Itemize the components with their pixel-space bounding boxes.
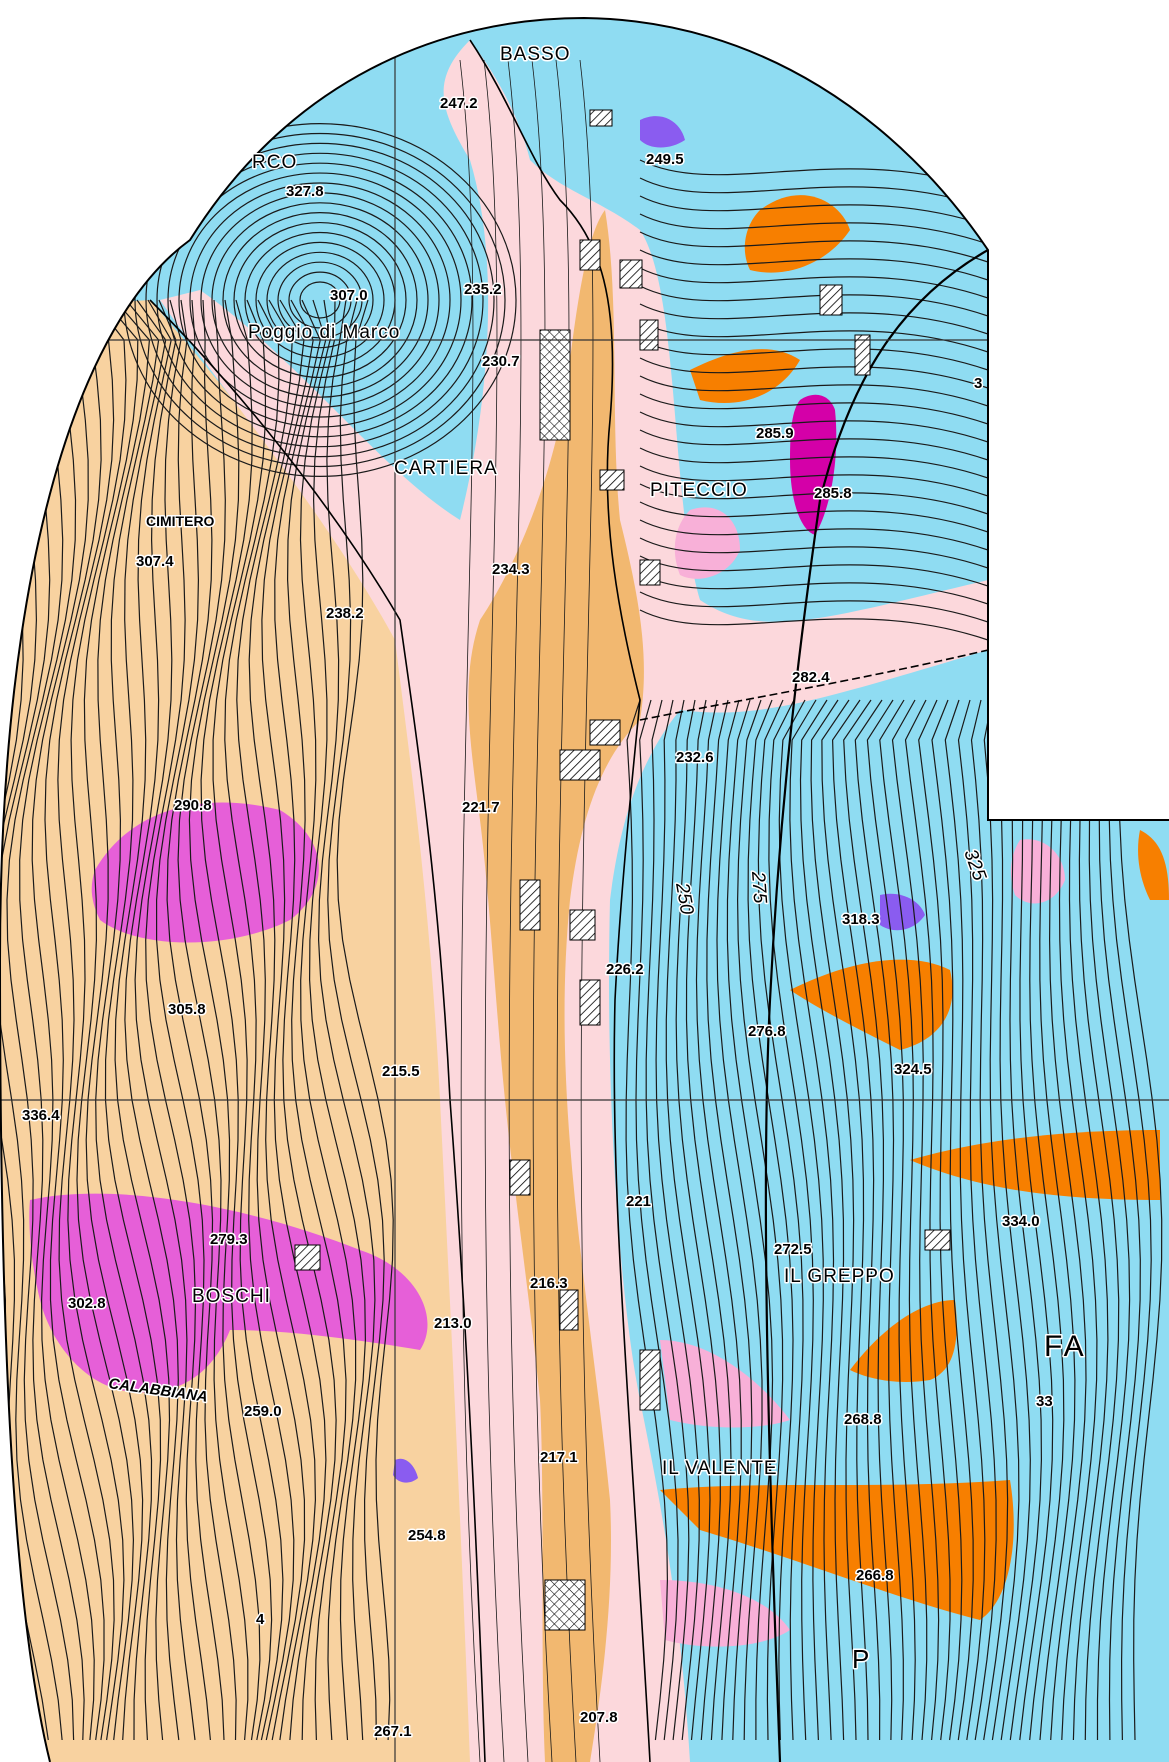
elevation-label: 268.8 <box>844 1411 882 1428</box>
elevation-label: 276.8 <box>748 1023 786 1040</box>
elevation-label: 33 <box>1036 1393 1053 1410</box>
elevation-label: 238.2 <box>326 605 364 622</box>
unit-orange-1 <box>744 195 850 273</box>
place-cimitero: CIMITERO <box>146 513 215 529</box>
elevation-label: 290.8 <box>174 797 212 814</box>
elevation-label: 302.8 <box>68 1295 106 1312</box>
elevation-label: 216.3 <box>530 1275 568 1292</box>
unit-violet-2 <box>880 893 925 931</box>
elevation-label: 334.0 <box>1002 1213 1040 1230</box>
elevation-label: 3 <box>974 375 982 392</box>
unit-pink-mid-2 <box>1010 839 1065 904</box>
unit-violet-3 <box>393 1458 418 1483</box>
elevation-label: 336.4 <box>22 1107 60 1124</box>
place-fa: FA <box>1044 1330 1087 1363</box>
unit-magenta-1 <box>91 802 319 943</box>
elevation-label: 247.2 <box>440 95 478 112</box>
elevation-label: 272.5 <box>774 1241 812 1258</box>
elevation-label: 267.1 <box>374 1723 412 1740</box>
place-il-greppo: IL GREPPO <box>784 1266 895 1287</box>
unit-orange-2 <box>690 349 800 404</box>
elevation-label: 249.5 <box>646 151 684 168</box>
elevation-label: 4 <box>256 1611 265 1628</box>
elevation-label: 282.4 <box>792 669 830 686</box>
contour-lines <box>0 59 1163 1762</box>
place-marco: RCO <box>252 152 297 173</box>
contour-label-275: 275 <box>747 870 770 905</box>
elevation-label: 226.2 <box>606 961 644 978</box>
place-cartiera: CARTIERA <box>394 458 498 479</box>
place-piteccio: PITECCIO <box>650 480 748 501</box>
unit-orange-tan-alluvium <box>468 210 644 1762</box>
elevation-label: 307.0 <box>330 287 368 304</box>
spot-elevations: 247.2 249.5 327.8 307.0 235.2 230.7 285.… <box>21 94 1055 1742</box>
elevation-label: 259.0 <box>244 1403 282 1420</box>
elevation-label: 307.4 <box>136 553 174 570</box>
elevation-label: 254.8 <box>408 1527 446 1544</box>
unit-orange-4 <box>910 1130 1160 1200</box>
elevation-label: 324.5 <box>894 1061 932 1078</box>
roads <box>149 39 989 1762</box>
elevation-label: 232.6 <box>676 749 714 766</box>
elevation-label: 285.8 <box>814 485 852 502</box>
elevation-label: 266.8 <box>856 1567 894 1584</box>
elevation-label: 215.5 <box>382 1063 420 1080</box>
place-p: P <box>852 1644 869 1674</box>
elevation-label: 230.7 <box>482 353 520 370</box>
unit-pink-mid-1 <box>674 507 740 579</box>
unit-magenta-dark <box>790 394 837 535</box>
elevation-label: 318.3 <box>842 911 880 928</box>
unit-pink-valley <box>160 40 988 1762</box>
elevation-label: 217.1 <box>540 1449 578 1466</box>
place-poggio-di-marco: Poggio di Marco <box>248 322 400 343</box>
place-basso: BASSO <box>500 44 570 65</box>
unit-orange-5 <box>850 1300 957 1382</box>
place-il-valente: IL VALENTE <box>662 1458 778 1479</box>
elevation-label: 235.2 <box>464 281 502 298</box>
elevation-label: 221.7 <box>462 799 500 816</box>
elevation-label: 327.8 <box>286 183 324 200</box>
map-outline <box>0 17 1169 1762</box>
unit-orange-7 <box>1138 830 1169 900</box>
elevation-label: 234.3 <box>492 561 530 578</box>
elevation-label: 207.8 <box>580 1709 618 1726</box>
elevation-label: 279.3 <box>210 1231 248 1248</box>
buildings <box>294 109 951 1631</box>
elevation-label: 285.9 <box>756 425 794 442</box>
elevation-label: 221 <box>626 1193 651 1210</box>
unit-pink-mid-4 <box>660 1580 790 1647</box>
elevation-label: 213.0 <box>434 1315 472 1332</box>
unit-violet-1 <box>640 116 685 148</box>
place-boschi: BOSCHI <box>192 1286 271 1307</box>
elevation-label: 305.8 <box>168 1001 206 1018</box>
